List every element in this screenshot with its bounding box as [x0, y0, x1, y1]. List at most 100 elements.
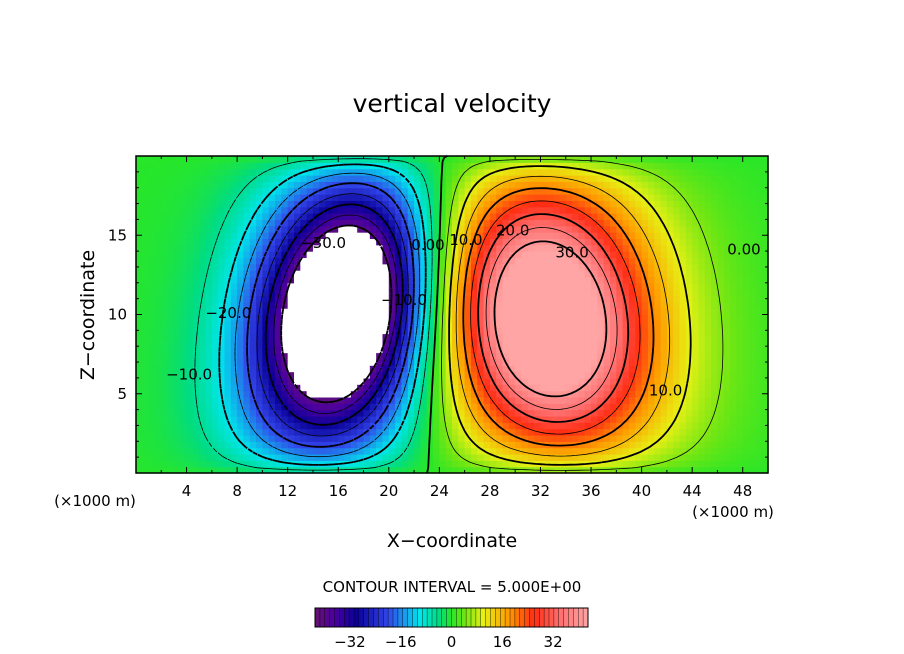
field-cell: [338, 403, 346, 411]
field-cell: [167, 384, 175, 392]
field-cell: [148, 409, 156, 417]
field-cell: [635, 251, 643, 259]
field-cell: [685, 257, 693, 265]
field-cell: [331, 403, 339, 411]
field-cell: [388, 270, 396, 278]
field-cell: [591, 396, 598, 404]
field-cell: [723, 384, 731, 392]
field-cell: [540, 219, 548, 227]
field-cell: [540, 365, 548, 373]
field-cell: [338, 434, 346, 442]
field-cell: [319, 409, 327, 417]
field-cell: [591, 352, 598, 360]
field-cell: [622, 396, 630, 404]
field-cell: [521, 447, 529, 455]
field-cell: [704, 415, 712, 423]
field-cell: [610, 270, 617, 278]
field-cell: [515, 415, 523, 423]
field-cell: [704, 396, 712, 404]
field-cell: [717, 333, 725, 341]
field-cell: [338, 358, 346, 366]
field-cell: [294, 270, 301, 278]
field-cell: [616, 453, 624, 461]
field-cell: [142, 415, 150, 423]
field-cell: [679, 156, 687, 163]
field-cell: [230, 333, 238, 341]
field-cell: [256, 396, 263, 404]
field-cell: [572, 257, 579, 265]
field-cell: [186, 308, 194, 316]
field-cell: [521, 390, 529, 398]
field-cell: [331, 333, 339, 341]
field-cell: [173, 194, 181, 201]
field-cell: [173, 314, 181, 322]
field-cell: [154, 187, 162, 195]
field-cell: [755, 371, 763, 379]
field-cell: [673, 409, 681, 417]
field-cell: [414, 377, 421, 385]
field-cell: [508, 333, 516, 341]
field-cell: [647, 219, 655, 227]
field-cell: [230, 339, 238, 347]
field-cell: [628, 333, 636, 341]
field-cell: [331, 409, 339, 417]
field-cell: [161, 206, 169, 214]
field-cell: [717, 213, 725, 220]
field-cell: [426, 466, 434, 474]
field-cell: [306, 403, 314, 411]
field-cell: [742, 289, 750, 297]
field-cell: [294, 441, 301, 449]
field-cell: [540, 346, 548, 354]
field-cell: [350, 428, 358, 436]
field-cell: [186, 466, 194, 474]
field-cell: [711, 156, 719, 163]
field-cell: [603, 187, 611, 195]
field-cell: [294, 327, 301, 335]
field-cell: [319, 263, 327, 271]
field-cell: [243, 396, 251, 404]
field-cell: [654, 194, 662, 201]
field-cell: [717, 396, 725, 404]
field-cell: [224, 390, 232, 398]
field-cell: [553, 447, 561, 455]
field-cell: [376, 460, 384, 468]
field-cell: [641, 396, 649, 404]
field-cell: [331, 371, 339, 379]
field-cell: [698, 428, 706, 436]
field-cell: [180, 327, 188, 335]
field-cell: [180, 422, 188, 430]
field-cell: [325, 390, 333, 398]
field-cell: [628, 289, 636, 297]
field-cell: [496, 434, 504, 442]
field-cell: [717, 301, 725, 309]
field-cell: [294, 320, 301, 328]
field-cell: [186, 441, 194, 449]
field-cell: [477, 187, 485, 195]
field-cell: [679, 213, 687, 220]
field-cell: [534, 263, 542, 271]
field-cell: [331, 434, 339, 442]
field-cell: [458, 225, 466, 233]
field-cell: [489, 422, 497, 430]
field-cell: [154, 314, 162, 322]
field-cell: [527, 453, 535, 461]
field-cell: [167, 409, 175, 417]
field-cell: [357, 194, 365, 201]
field-cell: [711, 333, 719, 341]
field-cell: [294, 213, 301, 220]
field-cell: [477, 333, 485, 341]
field-cell: [136, 276, 143, 284]
field-cell: [136, 403, 143, 411]
field-cell: [186, 422, 194, 430]
field-cell: [433, 346, 440, 354]
field-cell: [704, 365, 712, 373]
field-cell: [142, 447, 150, 455]
field-cell: [635, 187, 643, 195]
field-cell: [565, 225, 573, 233]
field-cell: [559, 289, 567, 297]
field-cell: [350, 320, 358, 328]
field-cell: [578, 238, 586, 246]
field-cell: [452, 244, 459, 252]
field-cell: [268, 308, 276, 316]
field-cell: [180, 339, 188, 347]
